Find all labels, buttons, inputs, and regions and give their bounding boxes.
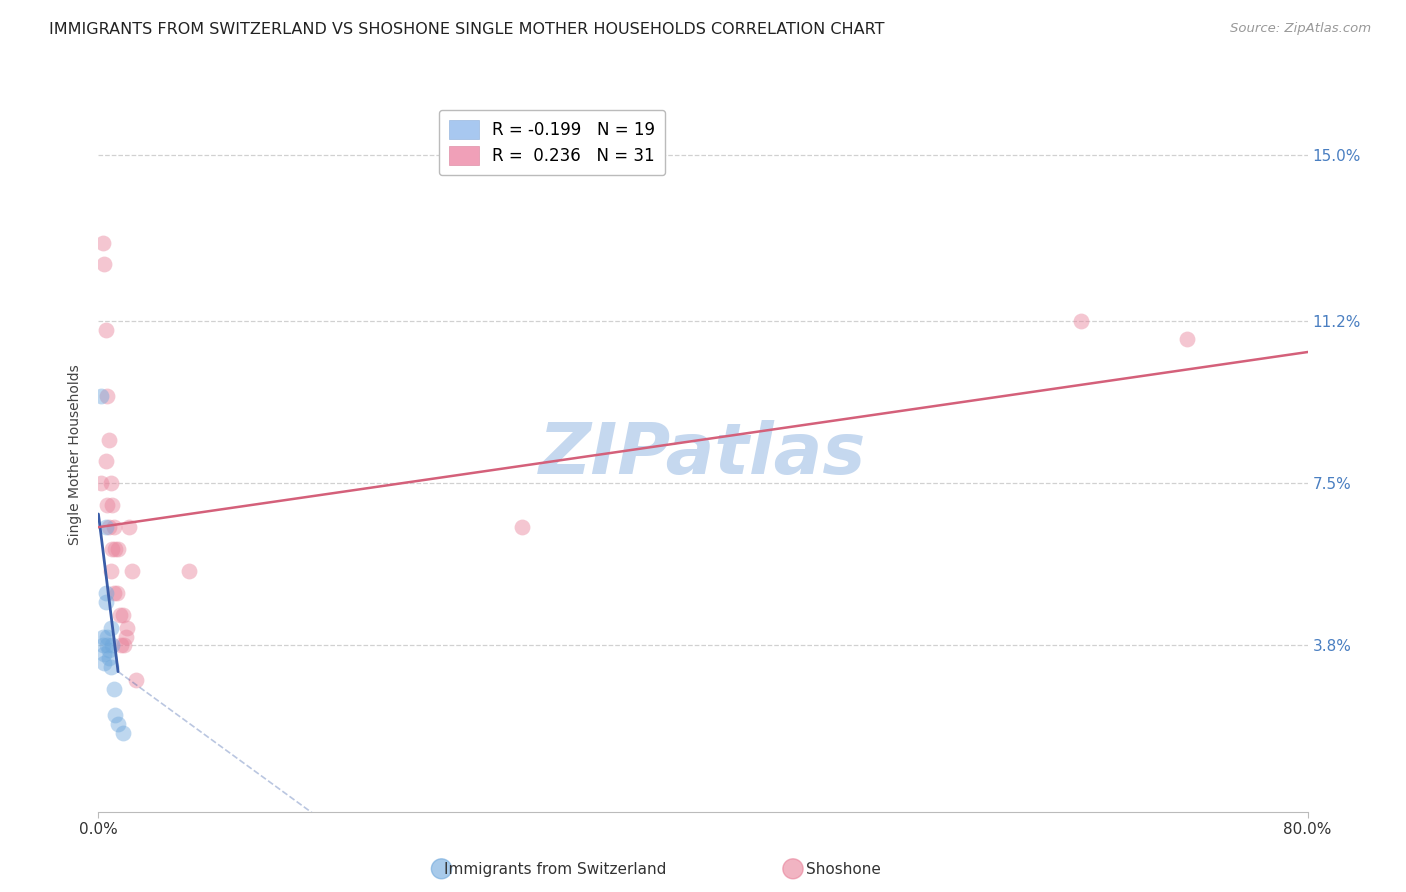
Point [94, 586, 117, 600]
Y-axis label: Single Mother Households: Single Mother Households [69, 365, 83, 545]
Point [104, 708, 127, 723]
Point [1070, 314, 1092, 328]
Point [101, 638, 124, 652]
Point [101, 542, 124, 557]
Point [510, 520, 533, 534]
Point [90, 476, 112, 491]
Point [96, 498, 118, 512]
Point [98, 651, 121, 665]
Point [91, 235, 114, 250]
Point [105, 586, 128, 600]
Point [179, 564, 201, 578]
Point [98, 642, 121, 657]
Text: Immigrants from Switzerland: Immigrants from Switzerland [444, 863, 666, 877]
Point [108, 607, 131, 622]
Text: ZIPatlas: ZIPatlas [540, 420, 866, 490]
Point [96, 638, 118, 652]
Point [98, 433, 121, 447]
Point [91, 630, 114, 644]
Point [115, 621, 138, 635]
Point [94, 594, 117, 608]
Point [107, 717, 129, 731]
Point [103, 520, 125, 534]
Point [94, 520, 117, 534]
Text: Source: ZipAtlas.com: Source: ZipAtlas.com [1230, 22, 1371, 36]
Point [111, 726, 134, 740]
Point [96, 630, 118, 644]
Point [91, 638, 114, 652]
Point [125, 673, 148, 688]
Point [98, 520, 121, 534]
Point [112, 638, 135, 652]
Point [100, 660, 122, 674]
Point [93, 647, 115, 661]
Point [93, 258, 115, 272]
Point [104, 542, 127, 557]
Point [110, 638, 132, 652]
Point [103, 682, 125, 697]
Point [121, 564, 143, 578]
Point [107, 542, 129, 557]
Point [101, 498, 124, 512]
Point [1175, 332, 1198, 346]
Circle shape [783, 859, 803, 879]
Circle shape [432, 859, 451, 879]
Point [103, 586, 125, 600]
Text: IMMIGRANTS FROM SWITZERLAND VS SHOSHONE SINGLE MOTHER HOUSEHOLDS CORRELATION CHA: IMMIGRANTS FROM SWITZERLAND VS SHOSHONE … [49, 22, 884, 37]
Point [96, 389, 118, 403]
Legend: R = -0.199   N = 19, R =  0.236   N = 31: R = -0.199 N = 19, R = 0.236 N = 31 [439, 110, 665, 175]
Point [118, 520, 141, 534]
Point [100, 564, 122, 578]
Point [93, 656, 115, 670]
Point [100, 476, 122, 491]
Point [111, 607, 134, 622]
Point [94, 323, 117, 337]
Point [100, 621, 122, 635]
Point [94, 454, 117, 468]
Point [90, 389, 112, 403]
Point [114, 630, 136, 644]
Text: Shoshone: Shoshone [806, 863, 882, 877]
